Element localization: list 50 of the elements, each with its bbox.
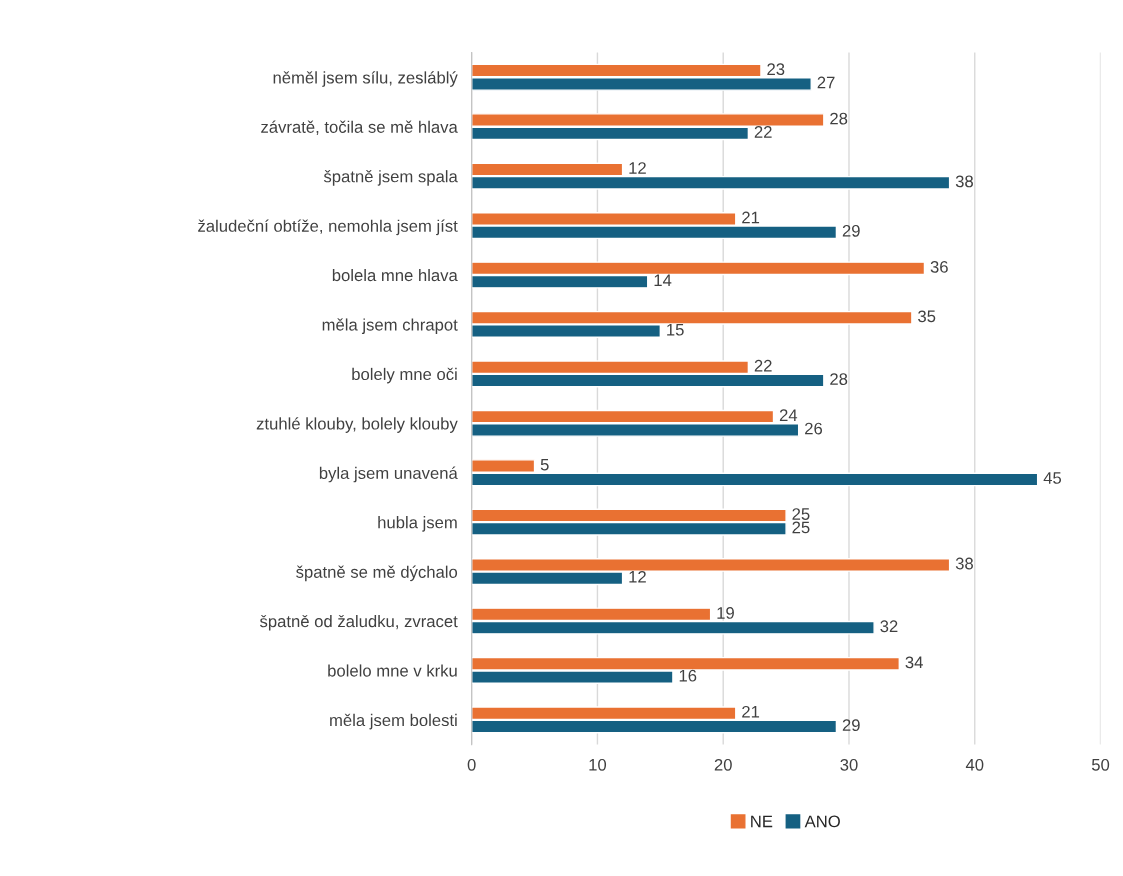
x-tick-label: 10 <box>589 758 607 771</box>
data-label: 26 <box>805 422 823 435</box>
data-label: 12 <box>629 570 646 583</box>
data-label: 15 <box>667 323 684 336</box>
data-label: 21 <box>742 211 760 224</box>
x-tick-label: 50 <box>1091 758 1110 771</box>
y-tick-label: hubla jsem <box>378 516 457 532</box>
x-tick-label: 40 <box>965 758 984 771</box>
data-label: 22 <box>754 359 772 372</box>
y-tick-label: měla jsem chrapot <box>322 318 458 334</box>
data-label: 32 <box>880 620 898 633</box>
data-label: 25 <box>792 508 810 520</box>
data-label: 38 <box>955 175 973 188</box>
data-label: 27 <box>817 76 835 89</box>
y-tick-label: bolelo mne v krku <box>328 664 457 677</box>
data-label: 45 <box>1043 472 1062 484</box>
y-tick-label: žaludeční obtíže, nemohla jsem jíst <box>198 219 458 236</box>
data-label: 23 <box>767 63 785 76</box>
data-label: 12 <box>629 162 646 174</box>
y-tick-label: špatně jsem spala <box>323 170 458 186</box>
y-tick-label: něměl jsem sílu, zesláblý <box>273 71 458 87</box>
data-label: 14 <box>654 274 672 286</box>
legend-label: ANO <box>804 815 840 828</box>
data-label: 28 <box>830 112 848 125</box>
data-label: 34 <box>905 656 923 669</box>
x-tick-label: 0 <box>467 758 476 771</box>
data-label: 36 <box>930 261 948 273</box>
y-tick-label: měla jsem bolesti <box>330 713 457 730</box>
data-label: 16 <box>679 669 697 682</box>
data-label: 35 <box>918 310 936 323</box>
y-tick-label: špatně od žaludku, zvracet <box>259 614 458 631</box>
y-tick-label: špatně se mě dýchalo <box>296 565 458 582</box>
data-label: 38 <box>955 557 973 570</box>
y-tick-label: ztuhlé klouby, bolely klouby <box>256 417 458 433</box>
data-label: 19 <box>717 607 734 619</box>
data-label: 21 <box>742 705 760 718</box>
legend-label: NE <box>751 815 773 828</box>
x-tick-label: 20 <box>714 758 732 771</box>
y-tick-label: bolely mne oči <box>352 367 457 384</box>
data-label: 29 <box>842 719 860 732</box>
y-tick-label: závratě, točila se mě hlava <box>261 120 458 135</box>
x-tick-label: 30 <box>840 758 858 771</box>
data-label: 22 <box>754 126 772 138</box>
data-label: 24 <box>779 409 798 421</box>
data-label: 25 <box>792 521 810 534</box>
data-label: 5 <box>540 458 549 471</box>
y-tick-label: bolela mne hlava <box>332 268 458 282</box>
data-label: 29 <box>842 224 860 237</box>
y-tick-label: byla jsem unavená <box>319 466 458 483</box>
data-label: 28 <box>830 373 848 386</box>
